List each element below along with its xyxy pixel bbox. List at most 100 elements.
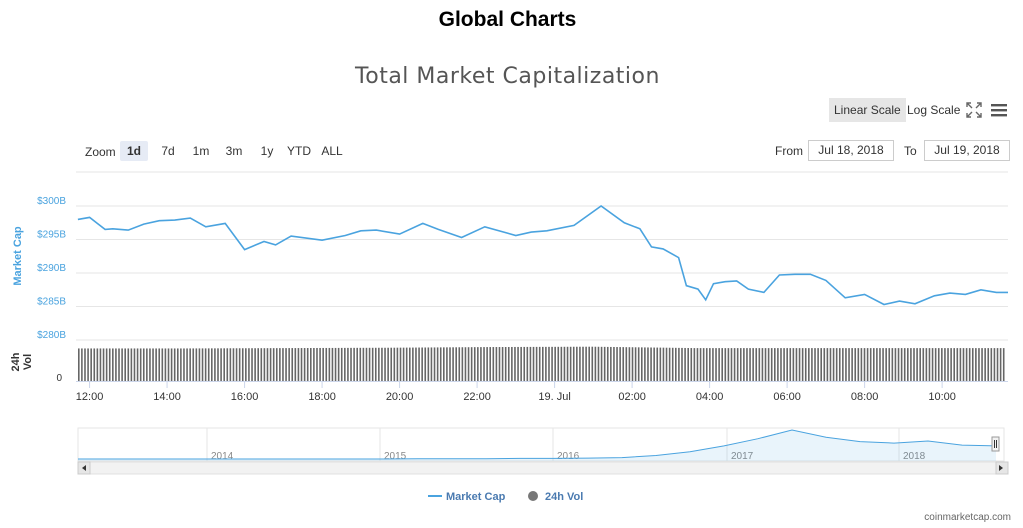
volume-bar bbox=[569, 346, 572, 381]
y-axis: $280B $285B $290B $295B $300B bbox=[37, 196, 66, 341]
volume-bar bbox=[507, 346, 510, 381]
volume-bar bbox=[118, 348, 120, 381]
volume-bar bbox=[393, 347, 396, 381]
volume-bar bbox=[526, 346, 529, 381]
volume-bar bbox=[987, 348, 990, 381]
navigator-line bbox=[78, 429, 997, 460]
market-cap-line bbox=[77, 205, 1008, 306]
volume-bar bbox=[603, 346, 606, 381]
volume-bar bbox=[328, 347, 331, 381]
volume-bar bbox=[381, 347, 383, 381]
volume-bar bbox=[990, 348, 993, 381]
x-tick-label: 02:00 bbox=[618, 391, 646, 403]
zoom-ytd-button[interactable]: YTD bbox=[287, 144, 311, 158]
volume-bar bbox=[238, 348, 241, 381]
x-tick-label: 22:00 bbox=[463, 391, 491, 403]
volume-bar bbox=[746, 348, 748, 381]
volume-bar bbox=[130, 348, 133, 381]
volume-bar bbox=[390, 347, 393, 381]
x-tick-label: 16:00 bbox=[231, 391, 259, 403]
volume-bar bbox=[412, 347, 414, 381]
navigator-area bbox=[78, 430, 996, 461]
volume-bar bbox=[653, 347, 655, 381]
volume-bar bbox=[777, 348, 779, 381]
volume-bar bbox=[647, 347, 649, 381]
volume-bar bbox=[436, 347, 439, 381]
volume-bar bbox=[266, 348, 269, 381]
volume-bar bbox=[195, 348, 198, 381]
expand-icon[interactable] bbox=[966, 102, 982, 118]
volume-bar bbox=[433, 347, 436, 381]
volume-bar bbox=[622, 347, 625, 381]
volume-bar bbox=[678, 347, 680, 381]
volume-bar bbox=[789, 348, 792, 381]
linear-scale-button[interactable]: Linear Scale bbox=[829, 98, 906, 122]
volume-bar bbox=[705, 348, 708, 381]
volume-bar bbox=[198, 348, 201, 381]
volume-bar bbox=[470, 347, 473, 381]
volume-bar bbox=[545, 346, 547, 381]
volume-bar bbox=[319, 347, 321, 381]
volume-bar bbox=[170, 348, 173, 381]
volume-bar bbox=[288, 348, 290, 381]
volume-bar bbox=[418, 347, 420, 381]
credit-text: coinmarketcap.com bbox=[924, 512, 1011, 523]
volume-bar bbox=[164, 348, 167, 381]
volume-bar bbox=[606, 346, 609, 381]
zoom-1y-button[interactable]: 1y bbox=[260, 144, 274, 158]
volume-bar bbox=[241, 348, 244, 381]
volume-bar bbox=[384, 347, 386, 381]
zoom-3m-button[interactable]: 3m bbox=[225, 144, 243, 158]
volume-axis-title-bottom: Vol bbox=[22, 354, 34, 370]
volume-bar bbox=[161, 348, 164, 381]
volume-bar bbox=[102, 348, 105, 381]
volume-bar bbox=[814, 348, 816, 381]
volume-bar bbox=[978, 348, 980, 381]
volume-bar bbox=[514, 346, 516, 381]
volume-bar bbox=[597, 346, 600, 381]
zoom-all-button[interactable]: ALL bbox=[321, 144, 343, 158]
volume-bar bbox=[251, 348, 253, 381]
volume-bar bbox=[832, 348, 835, 381]
volume-bar bbox=[854, 348, 857, 381]
legend: Market Cap 24h Vol bbox=[428, 491, 583, 503]
volume-bar bbox=[848, 348, 850, 381]
volume-bar bbox=[316, 347, 318, 381]
from-date-input[interactable]: Jul 18, 2018 bbox=[808, 140, 894, 161]
volume-bar bbox=[399, 347, 402, 381]
volume-bar bbox=[826, 348, 829, 381]
log-scale-button[interactable]: Log Scale bbox=[907, 103, 961, 117]
volume-bar bbox=[176, 348, 179, 381]
navigator[interactable]: 2014 2015 2016 2017 2018 bbox=[77, 427, 1009, 475]
to-date-input[interactable]: Jul 19, 2018 bbox=[924, 140, 1010, 161]
volume-bar bbox=[687, 348, 689, 381]
volume-bar bbox=[486, 347, 488, 381]
volume-bar bbox=[591, 346, 594, 381]
x-tick-label: 19. Jul bbox=[538, 391, 570, 403]
volume-bar bbox=[882, 348, 884, 381]
volume-bar bbox=[903, 348, 906, 381]
volume-bar bbox=[275, 348, 278, 381]
volume-bar bbox=[739, 348, 742, 381]
volume-bar bbox=[186, 348, 188, 381]
volume-bar bbox=[272, 348, 275, 381]
volume-bar bbox=[223, 348, 225, 381]
x-tick-label: 20:00 bbox=[386, 391, 414, 403]
volume-bar bbox=[402, 347, 405, 381]
volume-bar bbox=[480, 347, 482, 381]
volume-bar bbox=[835, 348, 838, 381]
volume-bar bbox=[405, 347, 408, 381]
zoom-1m-button[interactable]: 1m bbox=[192, 144, 210, 158]
volume-bar bbox=[285, 348, 287, 381]
volume-bar bbox=[968, 348, 971, 381]
hamburger-menu-icon[interactable] bbox=[991, 103, 1007, 117]
volume-bar bbox=[774, 348, 776, 381]
volume-bar bbox=[90, 348, 92, 381]
volume-bar bbox=[350, 347, 352, 381]
y-tick-label: $300B bbox=[37, 196, 66, 207]
volume-bar bbox=[136, 348, 139, 381]
zoom-7d-button[interactable]: 7d bbox=[161, 144, 175, 158]
volume-bar bbox=[795, 348, 798, 381]
volume-bar bbox=[115, 348, 117, 381]
zoom-1d-button[interactable]: 1d bbox=[120, 141, 148, 161]
